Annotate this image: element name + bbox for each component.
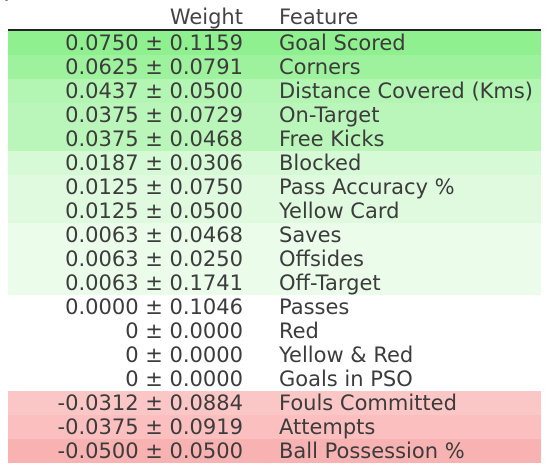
feature-cell: Attempts	[278, 415, 376, 439]
weight-cell: 0.0063 ± 0.0250	[65, 247, 243, 271]
feature-cell: Ball Possession %	[278, 439, 465, 463]
table-row: 0.0000 ± 0.1046 Passes	[8, 295, 541, 319]
table-row: 0.0375 ± 0.0729 On-Target	[8, 103, 541, 127]
feature-column-header: Feature	[278, 6, 541, 31]
feature-cell: Goal Scored	[278, 31, 406, 55]
feature-cell: Saves	[278, 223, 342, 247]
weight-column-header: Weight	[8, 6, 279, 31]
feature-cell: Yellow & Red	[278, 343, 414, 367]
table-row: 0.0063 ± 0.0250 Offsides	[8, 247, 541, 271]
table-row: 0.0125 ± 0.0750 Pass Accuracy %	[8, 175, 541, 199]
feature-cell: Off-Target	[278, 271, 381, 295]
weight-cell: 0.0063 ± 0.0468	[65, 223, 243, 247]
feature-cell: Pass Accuracy %	[278, 175, 455, 199]
table-row: 0 ± 0.0000 Goals in PSO	[8, 367, 541, 391]
weight-cell: 0.0187 ± 0.0306	[65, 151, 243, 175]
weight-cell: -0.0312 ± 0.0884	[57, 391, 243, 415]
weight-cell: -0.0375 ± 0.0919	[57, 415, 243, 439]
feature-weights-table: Weight Feature 0.0750 ± 0.1159 Goal Score…	[8, 6, 541, 463]
table-row: 0 ± 0.0000 Yellow & Red	[8, 343, 541, 367]
weight-cell: 0.0625 ± 0.0791	[65, 55, 243, 79]
table-row: -0.0312 ± 0.0884 Fouls Committed	[8, 391, 541, 415]
corner-artifact: •	[3, 0, 11, 7]
table-row: 0.0187 ± 0.0306 Blocked	[8, 151, 541, 175]
weight-cell: 0.0000 ± 0.1046	[65, 295, 243, 319]
table-row: 0.0063 ± 0.1741 Off-Target	[8, 271, 541, 295]
feature-cell: Distance Covered (Kms)	[278, 79, 533, 103]
table-row: 0.0625 ± 0.0791 Corners	[8, 55, 541, 79]
feature-cell: Offsides	[278, 247, 364, 271]
feature-cell: Red	[278, 319, 319, 343]
table-row: -0.0375 ± 0.0919 Attempts	[8, 415, 541, 439]
feature-cell: Blocked	[278, 151, 362, 175]
table-body: 0.0750 ± 0.1159 Goal Scored 0.0625 ± 0.079…	[8, 30, 541, 463]
weight-cell: 0.0375 ± 0.0729	[65, 103, 243, 127]
weight-cell: 0.0125 ± 0.0750	[65, 175, 243, 199]
feature-cell: Free Kicks	[278, 127, 385, 151]
feature-cell: Yellow Card	[278, 199, 400, 223]
feature-cell: Corners	[278, 55, 361, 79]
feature-cell: Fouls Committed	[278, 391, 457, 415]
weight-cell: 0 ± 0.0000	[125, 367, 243, 391]
weight-cell: -0.0500 ± 0.0500	[57, 439, 243, 463]
weight-cell: 0.0125 ± 0.0500	[65, 199, 243, 223]
table-row: 0.0125 ± 0.0500 Yellow Card	[8, 199, 541, 223]
table-header-row: Weight Feature	[8, 6, 541, 31]
feature-cell: On-Target	[278, 103, 380, 127]
weight-cell: 0.0750 ± 0.1159	[65, 31, 243, 55]
weight-cell: 0 ± 0.0000	[125, 319, 243, 343]
table-row: 0.0063 ± 0.0468 Saves	[8, 223, 541, 247]
table-row: 0.0375 ± 0.0468 Free Kicks	[8, 127, 541, 151]
table-row: -0.0500 ± 0.0500 Ball Possession %	[8, 439, 541, 463]
table-row: 0.0750 ± 0.1159 Goal Scored	[8, 30, 541, 55]
feature-cell: Passes	[278, 295, 350, 319]
table-row: 0 ± 0.0000 Red	[8, 319, 541, 343]
weight-cell: 0.0063 ± 0.1741	[65, 271, 243, 295]
table-row: 0.0437 ± 0.0500 Distance Covered (Kms)	[8, 79, 541, 103]
feature-cell: Goals in PSO	[278, 367, 413, 391]
weight-cell: 0.0437 ± 0.0500	[65, 79, 243, 103]
weight-cell: 0.0375 ± 0.0468	[65, 127, 243, 151]
weight-cell: 0 ± 0.0000	[125, 343, 243, 367]
